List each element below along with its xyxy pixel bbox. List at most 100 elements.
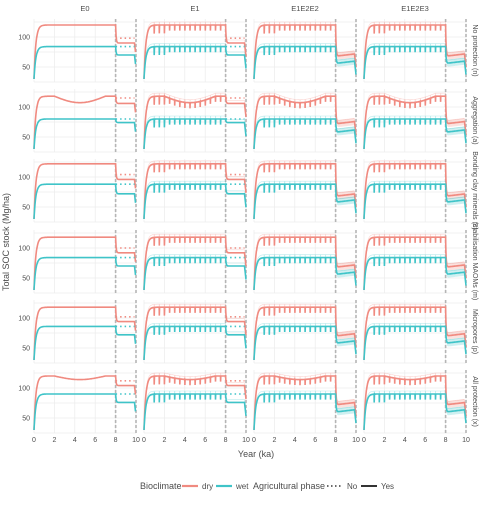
trace-dry-replicate: [143, 233, 247, 288]
x-tick-label: 10: [132, 437, 140, 444]
facet-panels: [33, 19, 467, 434]
series-dry-yes: [143, 375, 247, 431]
series-dry-yes: [363, 236, 467, 291]
column-strips: E0 E1 E1E2E2 E1E2E3: [80, 4, 428, 13]
row-label-2: Aggregation (a): [471, 96, 478, 144]
ribbon-dry: [335, 243, 355, 271]
panel-background: [34, 89, 136, 152]
panel-r3-c1: [33, 159, 137, 223]
series-dry-yes: [33, 306, 137, 361]
series-wet-yes: [33, 393, 137, 431]
series-wet-yes: [33, 256, 137, 291]
series-dry-yes: [33, 163, 137, 220]
trace-dry-replicate: [363, 21, 467, 77]
x-tick-label: 6: [423, 437, 427, 444]
y-tick-label: 50: [22, 276, 30, 283]
panel-r4-c1: [33, 230, 137, 294]
panel-r2-c3: [253, 89, 357, 153]
series-dry-yes: [363, 306, 467, 361]
y-tick-label: 100: [18, 316, 30, 323]
x-tick-label: 8: [444, 437, 448, 444]
series-wet-yes: [33, 45, 137, 80]
series-wet-yes: [143, 256, 247, 291]
series-dry-yes: [253, 375, 357, 431]
series-dry-yes: [143, 306, 247, 361]
ribbon-dry: [445, 313, 465, 340]
trace-wet-replicate: [363, 43, 467, 77]
series-dry-yes: [253, 163, 357, 220]
trace-wet-replicate: [253, 323, 357, 358]
panel-background: [144, 159, 246, 222]
panel-background: [34, 19, 136, 82]
series-wet-yes: [253, 45, 357, 80]
y-tick-label: 100: [18, 386, 30, 393]
x-tick-label: 0: [142, 437, 146, 444]
panel-background: [34, 159, 136, 222]
panel-r2-c2: [143, 89, 247, 153]
series-dry-yes: [363, 375, 467, 431]
x-tick-label: 10: [242, 437, 250, 444]
trace-dry-replicate: [363, 92, 467, 147]
panel-r5-c4: [363, 300, 467, 364]
x-tick-label: 4: [73, 437, 77, 444]
ribbon-dry: [445, 243, 465, 271]
series-wet-yes: [143, 325, 247, 361]
panel-r3-c4: [363, 159, 467, 223]
trace-dry-replicate: [143, 160, 247, 217]
x-tick-label: 0: [32, 437, 36, 444]
series-dry-yes: [363, 94, 467, 150]
legend-label-no: No: [347, 482, 358, 491]
series-wet-yes: [33, 118, 137, 150]
trace-dry-replicate: [143, 21, 247, 77]
legend-label-wet: wet: [235, 482, 249, 491]
panel-background: [34, 230, 136, 293]
x-tick-label: 2: [162, 437, 166, 444]
x-tick-label: 2: [52, 437, 56, 444]
series-dry-yes: [253, 24, 357, 80]
panel-r6-c1: [33, 370, 137, 434]
trace-wet-replicate: [363, 390, 467, 428]
trace-wet-replicate: [143, 390, 247, 428]
panel-background: [34, 370, 136, 433]
panel-r4-c3: [253, 230, 357, 294]
y-tick-label: 100: [18, 105, 30, 112]
ribbon-dry: [445, 381, 465, 408]
series-wet-yes: [363, 325, 467, 361]
series-dry-yes: [33, 375, 137, 431]
legend-title-phase: Agricultural phase: [253, 481, 325, 491]
trace-wet-replicate: [363, 323, 467, 358]
trace-wet-replicate: [143, 115, 247, 147]
trace-dry-replicate: [143, 92, 247, 147]
ribbon-dry: [445, 170, 465, 200]
panel-r5-c1: [33, 300, 137, 364]
series-dry-yes: [33, 236, 137, 291]
trace-wet-replicate: [143, 43, 247, 77]
ribbon-dry: [335, 31, 355, 60]
ribbon-dry: [335, 313, 355, 340]
trace-wet-replicate: [363, 180, 467, 217]
series-wet-yes: [363, 392, 467, 431]
trace-dry-replicate: [143, 372, 247, 428]
series-dry-yes: [143, 236, 247, 291]
series-wet-yes: [143, 182, 247, 220]
panel-background: [364, 159, 466, 222]
trace-wet-replicate: [143, 180, 247, 217]
ribbon-dry: [335, 170, 355, 200]
series-wet-yes: [253, 392, 357, 431]
row-label-3: Bonding clay minerals (c): [471, 151, 478, 230]
legend: Bioclimate dry wet Agricultural phase No…: [140, 481, 394, 491]
x-tick-label: 6: [93, 437, 97, 444]
series-wet-yes: [143, 118, 247, 150]
series-wet-yes: [143, 392, 247, 431]
panel-r3-c3: [253, 159, 357, 223]
x-axis-label: Year (ka): [238, 449, 274, 459]
series-wet-yes: [363, 118, 467, 150]
panel-r6-c4: [363, 370, 467, 434]
row-label-4: Stabilisation MAOMs (m): [471, 223, 478, 300]
y-tick-label: 50: [22, 65, 30, 72]
panel-r6-c3: [253, 370, 357, 434]
panel-r4-c2: [143, 230, 247, 294]
series-wet-yes: [363, 256, 467, 291]
x-tick-label: 10: [352, 437, 360, 444]
